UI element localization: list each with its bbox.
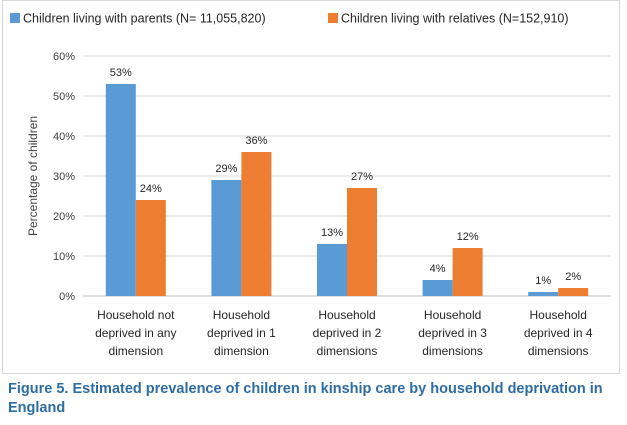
bar: [241, 152, 272, 296]
y-tick-label: 0%: [59, 291, 75, 303]
x-category-label-line: Household: [530, 308, 587, 322]
data-label: 24%: [140, 183, 162, 195]
figure-caption: Figure 5. Estimated prevalence of childr…: [8, 381, 603, 416]
y-tick-label: 40%: [53, 131, 75, 143]
bar-chart: 0% 10% 20% 30% 40% 50% 60% Percentage of childr…: [10, 12, 611, 358]
x-category-label: Household deprived in 1 dimension: [207, 308, 276, 358]
x-category-label-line: deprived in 1: [207, 326, 276, 340]
x-category-label-line: dimension: [214, 344, 269, 358]
bar: [422, 280, 453, 296]
y-axis-label: Percentage of children: [26, 116, 40, 236]
data-label: 12%: [457, 231, 479, 243]
x-category-label-line: Household not: [97, 308, 175, 322]
x-category-label-line: deprived in 4: [524, 326, 593, 340]
x-category-label-line: Household: [213, 308, 270, 322]
x-category-label-line: deprived in 3: [418, 326, 487, 340]
x-category-label-line: dimension: [108, 344, 163, 358]
x-category-label-line: dimensions: [317, 344, 378, 358]
legend-label: Children living with parents (N= 11,055,…: [23, 12, 266, 26]
x-category-label-line: Household: [424, 308, 481, 322]
y-tick-label: 10%: [53, 251, 75, 263]
x-category-label-line: deprived in 2: [313, 326, 382, 340]
bar: [558, 288, 589, 296]
chart-frame: 0% 10% 20% 30% 40% 50% 60% Percentage of childr…: [2, 0, 620, 374]
y-tick-label: 50%: [53, 91, 75, 103]
bar: [135, 200, 166, 296]
y-tick-label: 60%: [53, 51, 75, 63]
y-tick-label: 20%: [53, 211, 75, 223]
x-category-label: Household not deprived in any dimension: [95, 308, 176, 358]
x-category-label: Household deprived in 3 dimensions: [418, 308, 487, 358]
data-label: 36%: [245, 135, 267, 147]
y-tick-label: 30%: [53, 171, 75, 183]
data-label: 4%: [430, 263, 446, 275]
data-label: 53%: [110, 67, 132, 79]
x-category-label-line: Household: [318, 308, 375, 322]
data-label: 29%: [215, 163, 237, 175]
legend-label: Children living with relatives (N=152,91…: [341, 12, 569, 26]
bar: [317, 244, 347, 296]
data-label: 1%: [535, 275, 551, 287]
x-category-label-line: deprived in any: [95, 326, 176, 340]
data-label: 2%: [565, 271, 581, 283]
bar: [528, 292, 559, 296]
x-category-label-line: dimensions: [422, 344, 483, 358]
bar: [347, 188, 377, 296]
x-category-label-line: dimensions: [528, 344, 589, 358]
x-category-label: Household deprived in 2 dimensions: [313, 308, 382, 358]
bar: [211, 180, 242, 296]
bar: [452, 248, 483, 296]
data-label: 13%: [321, 227, 343, 239]
legend-swatch: [328, 13, 338, 23]
x-category-label: Household deprived in 4 dimensions: [524, 308, 593, 358]
bar: [105, 84, 136, 296]
data-label: 27%: [351, 171, 373, 183]
legend-swatch: [10, 13, 20, 23]
